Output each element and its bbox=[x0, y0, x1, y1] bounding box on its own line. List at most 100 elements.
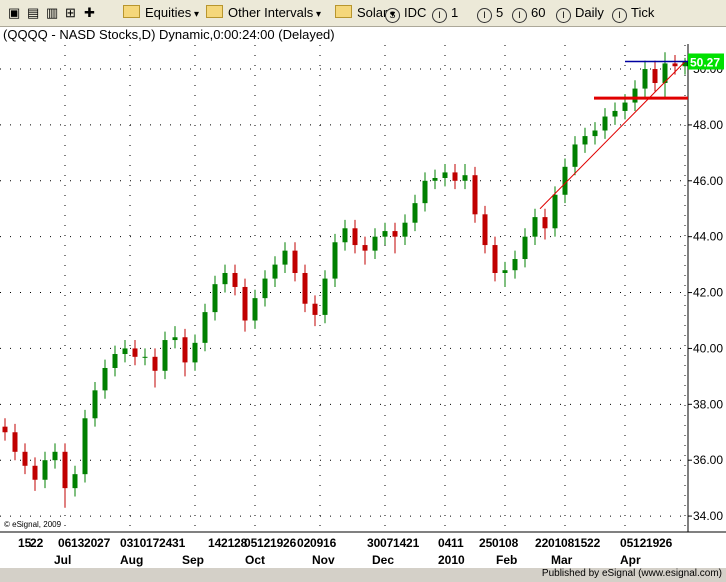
candle-body bbox=[182, 337, 188, 363]
candle-body bbox=[32, 465, 38, 480]
x-day-label: 12 bbox=[257, 536, 271, 550]
candle-body bbox=[82, 418, 88, 475]
x-day-label: 27 bbox=[97, 536, 111, 550]
toolbar-item[interactable]: I Daily bbox=[556, 5, 604, 23]
x-day-label: 22 bbox=[535, 536, 549, 550]
toolbar-label[interactable]: 60 bbox=[531, 5, 546, 20]
x-day-label: 30 bbox=[367, 536, 381, 550]
chart: (QQQQ - NASD Stocks,D) Dynamic,0:00:24:0… bbox=[0, 27, 726, 568]
x-day-label: 09 bbox=[310, 536, 324, 550]
x-day-label: 05 bbox=[244, 536, 258, 550]
candle-body bbox=[682, 61, 688, 67]
x-month-label: Dec bbox=[372, 553, 394, 567]
x-day-label: 07 bbox=[380, 536, 394, 550]
toolbar-label[interactable]: IDC bbox=[404, 5, 427, 20]
toolbar-label[interactable]: Other Intervals bbox=[228, 5, 314, 20]
candle-body bbox=[472, 175, 478, 215]
x-day-label: 24 bbox=[159, 536, 173, 550]
candle-body bbox=[342, 228, 348, 243]
candle-body bbox=[442, 172, 448, 178]
toolbar-item[interactable]: I Tick bbox=[612, 5, 654, 23]
candle-body bbox=[462, 175, 468, 181]
toolbar-item[interactable]: Other Intervals ▾ bbox=[206, 5, 321, 20]
x-day-label: 06 bbox=[58, 536, 72, 550]
tool-icon[interactable]: ✚ bbox=[84, 5, 95, 20]
toolbar-label[interactable]: Solar bbox=[357, 5, 388, 20]
candle-body bbox=[572, 144, 578, 167]
x-day-label: 17 bbox=[146, 536, 160, 550]
candle-body bbox=[452, 172, 458, 181]
candle-body bbox=[402, 222, 408, 237]
candle-body bbox=[142, 356, 148, 358]
candle-body bbox=[312, 303, 318, 315]
candle-body bbox=[352, 228, 358, 246]
toolbar-item[interactable]: Equities ▾ bbox=[123, 5, 199, 20]
x-day-label: 05 bbox=[620, 536, 634, 550]
candle-body bbox=[612, 110, 618, 117]
candle-body bbox=[222, 272, 228, 285]
candle-body bbox=[72, 474, 78, 489]
candle-body bbox=[512, 259, 518, 271]
candle-body bbox=[322, 278, 328, 315]
x-day-label: 26 bbox=[659, 536, 673, 550]
y-tick-label: 38.00 bbox=[693, 397, 723, 411]
candle-body bbox=[152, 356, 158, 371]
toolbar-label[interactable]: Equities bbox=[145, 5, 192, 20]
x-day-label: 22 bbox=[30, 536, 44, 550]
toolbar-label[interactable]: Tick bbox=[631, 5, 655, 20]
toolbar-label[interactable]: Daily bbox=[575, 5, 604, 20]
x-day-label: 19 bbox=[270, 536, 284, 550]
tool-icon[interactable]: ▤ bbox=[27, 5, 40, 20]
y-tick-label: 34.00 bbox=[693, 509, 723, 523]
footer: Published by eSignal (www.esignal.com) bbox=[541, 568, 722, 579]
toolbar: ▣ ▤ ▥ ⊞ ✚ Equities ▾ Other Intervals ▾ Solar ▾ S… bbox=[0, 0, 726, 27]
y-tick-label: 36.00 bbox=[693, 453, 723, 467]
x-day-label: 15 bbox=[18, 536, 32, 550]
x-month-label: Nov bbox=[312, 553, 335, 567]
candle-body bbox=[622, 102, 628, 111]
toolbar-label[interactable]: 1 bbox=[451, 5, 459, 20]
candle-body bbox=[382, 231, 388, 237]
candle-body bbox=[552, 194, 558, 229]
toolbar-label[interactable]: 5 bbox=[496, 5, 504, 20]
chart-title: (QQQQ - NASD Stocks,D) Dynamic,0:00:24:0… bbox=[3, 27, 335, 42]
x-day-label: 28 bbox=[234, 536, 248, 550]
x-day-label: 10 bbox=[133, 536, 147, 550]
candle-body bbox=[532, 217, 538, 237]
candle-body bbox=[232, 272, 238, 287]
candle-body bbox=[642, 69, 648, 89]
candle-body bbox=[42, 460, 48, 480]
tool-icon[interactable]: ⊞ bbox=[65, 5, 76, 20]
x-day-label: 01 bbox=[548, 536, 562, 550]
tool-icon[interactable]: ▥ bbox=[46, 5, 59, 20]
y-tick-label: 48.00 bbox=[693, 118, 723, 132]
x-day-label: 19 bbox=[646, 536, 660, 550]
candle-body bbox=[122, 348, 128, 355]
candle-body bbox=[662, 63, 668, 83]
candle-body bbox=[212, 284, 218, 313]
toolbar-item[interactable]: I 60 bbox=[512, 5, 545, 23]
candle-body bbox=[602, 116, 608, 131]
candle-body bbox=[242, 286, 248, 321]
candle-body bbox=[262, 278, 268, 299]
candle-body bbox=[422, 180, 428, 204]
x-day-label: 11 bbox=[451, 536, 464, 550]
candle-body bbox=[412, 203, 418, 223]
candle-body bbox=[492, 245, 498, 273]
toolbar-item[interactable]: Solar ▾ bbox=[335, 5, 395, 20]
x-day-label: 21 bbox=[221, 536, 235, 550]
candle-body bbox=[282, 250, 288, 265]
x-day-label: 04 bbox=[438, 536, 452, 550]
x-day-label: 08 bbox=[561, 536, 575, 550]
x-day-label: 21 bbox=[406, 536, 420, 550]
x-day-label: 12 bbox=[633, 536, 647, 550]
candle-body bbox=[2, 426, 8, 433]
toolbar-item[interactable]: S IDC bbox=[385, 5, 426, 23]
tool-icon[interactable]: ▣ bbox=[8, 5, 21, 20]
x-day-label: 08 bbox=[505, 536, 519, 550]
x-day-label: 01 bbox=[492, 536, 506, 550]
x-day-label: 22 bbox=[587, 536, 601, 550]
